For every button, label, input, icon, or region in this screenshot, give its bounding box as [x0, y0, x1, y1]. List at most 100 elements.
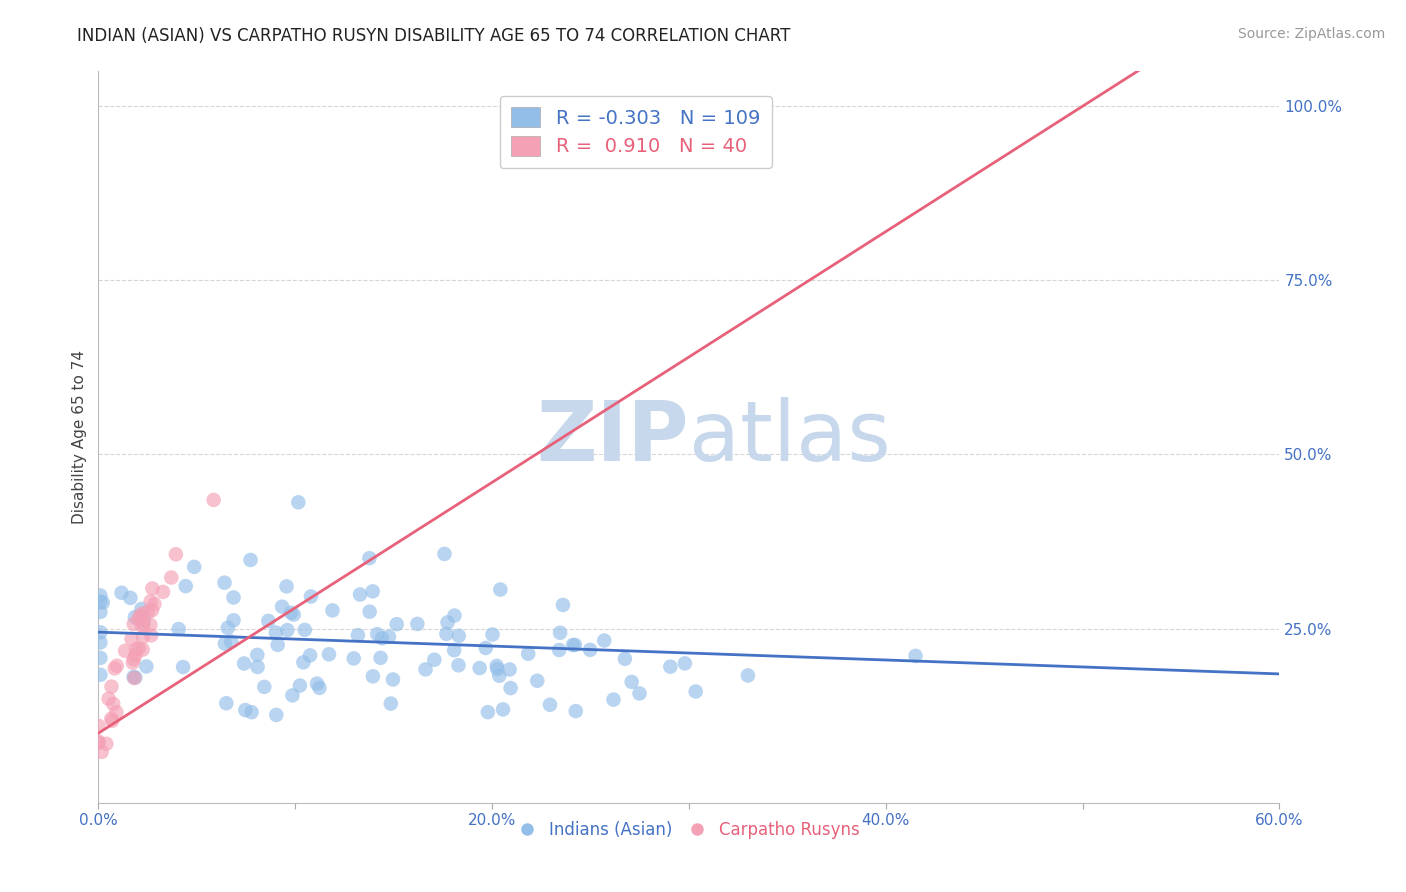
Point [105, 705, 128, 719]
Point [276, 579, 298, 593]
Point [904, 648, 927, 663]
Point [160, 570, 183, 584]
Point [370, 650, 392, 665]
Point [538, 698, 561, 712]
Point [499, 681, 522, 695]
Point [132, 617, 155, 632]
Point [87, 736, 110, 750]
Point [110, 586, 132, 600]
Point [526, 673, 548, 688]
Point [246, 660, 269, 674]
Point [141, 582, 163, 596]
Point [361, 669, 384, 683]
Point [89, 635, 111, 649]
Point [447, 658, 470, 673]
Text: atlas: atlas [689, 397, 890, 477]
Point [89, 625, 111, 640]
Point [103, 697, 125, 711]
Point [257, 614, 280, 628]
Point [565, 704, 588, 718]
Point [165, 547, 187, 561]
Point [124, 671, 146, 685]
Point [214, 575, 236, 590]
Point [121, 656, 143, 670]
Point [87, 734, 110, 748]
Point [174, 579, 197, 593]
Point [443, 608, 465, 623]
Point [371, 632, 394, 646]
Point [561, 638, 583, 652]
Point [240, 705, 263, 719]
Point [385, 617, 408, 632]
Text: Source: ZipAtlas.com: Source: ZipAtlas.com [1237, 27, 1385, 41]
Point [100, 712, 122, 726]
Point [264, 707, 287, 722]
Point [122, 652, 145, 666]
Text: ZIP: ZIP [537, 397, 689, 477]
Point [233, 657, 256, 671]
Point [122, 670, 145, 684]
Point [489, 582, 512, 597]
Point [219, 634, 242, 648]
Point [288, 679, 311, 693]
Point [139, 618, 162, 632]
Point [128, 612, 150, 626]
Point [128, 641, 150, 656]
Point [308, 681, 330, 695]
Point [628, 686, 651, 700]
Point [294, 623, 316, 637]
Point [264, 625, 287, 640]
Point [132, 607, 155, 621]
Point [443, 643, 465, 657]
Point [381, 673, 404, 687]
Point [135, 659, 157, 673]
Point [214, 637, 236, 651]
Point [271, 599, 294, 614]
Point [152, 585, 174, 599]
Point [318, 647, 340, 661]
Point [447, 629, 470, 643]
Legend: Indians (Asian), Carpatho Rusyns: Indians (Asian), Carpatho Rusyns [512, 814, 866, 846]
Point [378, 630, 401, 644]
Point [233, 703, 256, 717]
Point [305, 676, 328, 690]
Point [477, 705, 499, 719]
Point [299, 590, 322, 604]
Point [321, 603, 343, 617]
Point [359, 551, 381, 566]
Point [183, 559, 205, 574]
Point [104, 661, 127, 675]
Point [436, 615, 458, 630]
Point [90, 745, 112, 759]
Point [131, 602, 153, 616]
Point [141, 628, 163, 642]
Point [253, 680, 276, 694]
Point [120, 591, 142, 605]
Point [548, 643, 571, 657]
Point [202, 492, 225, 507]
Point [124, 610, 146, 624]
Point [172, 660, 194, 674]
Point [564, 638, 586, 652]
Point [114, 644, 136, 658]
Point [132, 614, 155, 628]
Point [517, 647, 540, 661]
Point [673, 657, 696, 671]
Point [349, 588, 371, 602]
Point [124, 648, 146, 663]
Point [131, 619, 153, 633]
Point [222, 613, 245, 627]
Point [423, 653, 446, 667]
Point [361, 584, 384, 599]
Y-axis label: Disability Age 65 to 74: Disability Age 65 to 74 [72, 350, 87, 524]
Text: INDIAN (ASIAN) VS CARPATHO RUSYN DISABILITY AGE 65 TO 74 CORRELATION CHART: INDIAN (ASIAN) VS CARPATHO RUSYN DISABIL… [77, 27, 790, 45]
Point [136, 606, 159, 620]
Point [89, 594, 111, 608]
Point [89, 667, 111, 681]
Point [434, 627, 457, 641]
Point [613, 652, 636, 666]
Point [266, 638, 288, 652]
Point [486, 662, 509, 676]
Point [685, 684, 707, 698]
Point [139, 594, 162, 608]
